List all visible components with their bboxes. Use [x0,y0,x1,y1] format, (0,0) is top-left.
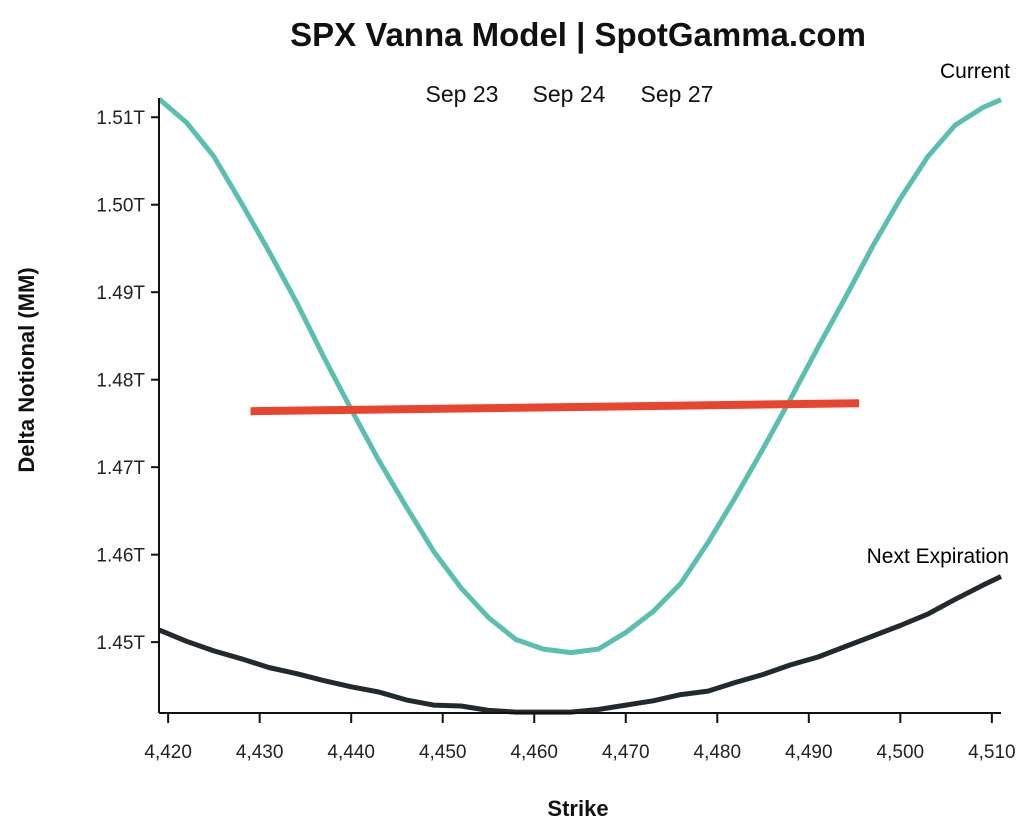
series-line-next-expiration [158,574,1003,715]
x-tick-label: 4,420 [144,742,192,763]
date-label-sep-23: Sep 23 [426,81,499,107]
series-line-current [157,97,1002,656]
series-label-next-expiration: Next Expiration [867,545,1009,568]
y-axis-title: Delta Notional (MM) [14,267,39,472]
date-label-sep-27: Sep 27 [641,81,714,107]
x-tick-label: 4,480 [694,742,742,763]
x-tick-label: 4,430 [236,742,284,763]
series-label-current: Current [940,60,1010,83]
y-tick-label: 1.50T [96,196,145,217]
y-tick-label: 1.51T [96,108,145,129]
y-tick-label: 1.48T [96,371,145,392]
y-tick-label: 1.47T [96,458,145,479]
x-tick-label: 4,440 [327,742,375,763]
chart-title: SPX Vanna Model | SpotGamma.com [290,16,866,53]
x-tick-label: 4,510 [968,742,1016,763]
x-tick-label: 4,460 [510,742,558,763]
y-tick-label: 1.45T [96,633,145,654]
x-axis-ticks: 4,420 4,430 4,440 4,450 4,460 4,470 4,480 4,490… [144,713,1016,763]
y-tick-label: 1.49T [96,283,145,304]
series-line-zero-level [250,399,860,416]
x-tick-label: 4,490 [785,742,833,763]
x-tick-label: 4,450 [419,742,467,763]
x-axis-title: Strike [547,796,608,821]
series-layer [157,97,1003,715]
x-tick-label: 4,500 [877,742,925,763]
y-tick-label: 1.46T [96,546,145,567]
y-axis-ticks: 1.45T 1.46T 1.47T 1.48T 1.49T 1.50T 1.51T [96,108,159,654]
x-tick-label: 4,470 [602,742,650,763]
date-label-sep-24: Sep 24 [533,81,606,107]
